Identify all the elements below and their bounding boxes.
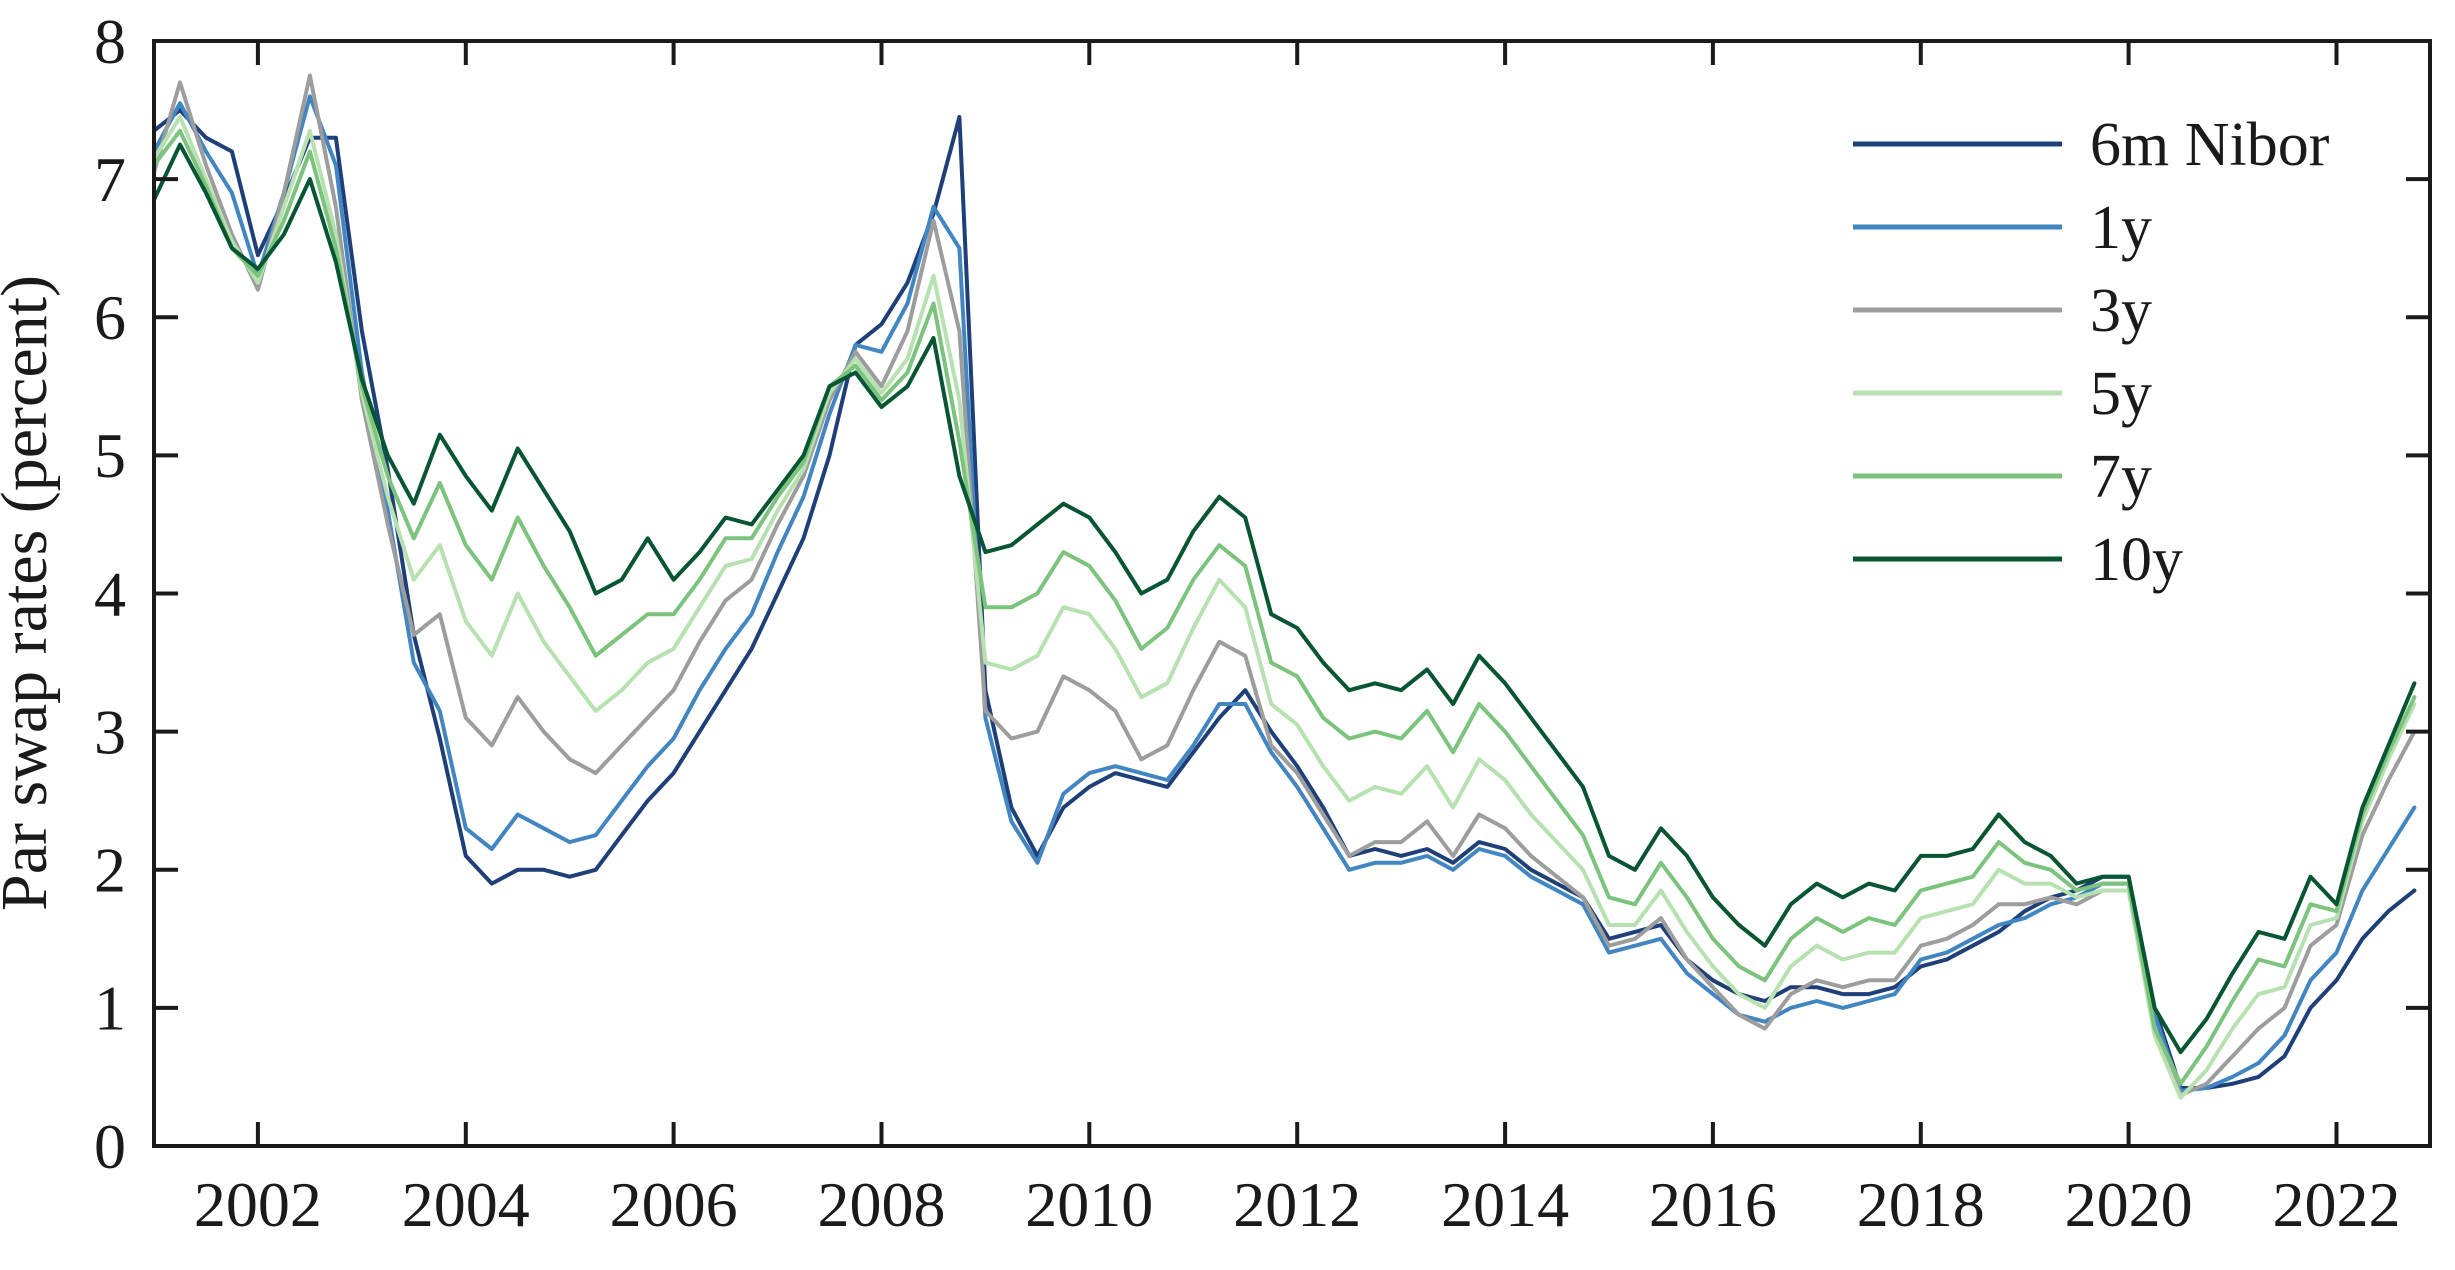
legend-label-7y: 7y	[2090, 443, 2152, 511]
x-tick-label: 2022	[2273, 1169, 2401, 1240]
y-tick-label: 6	[94, 282, 126, 353]
x-tick-label: 2008	[818, 1169, 946, 1240]
y-tick-label: 4	[94, 558, 126, 629]
x-tick-label: 2002	[194, 1169, 322, 1240]
x-tick-label: 2014	[1441, 1169, 1569, 1240]
y-tick-label: 8	[94, 6, 126, 77]
legend-label-10y: 10y	[2090, 526, 2183, 594]
y-tick-label: 3	[94, 696, 126, 767]
y-tick-label: 5	[94, 420, 126, 491]
y-tick-label: 1	[94, 973, 126, 1044]
series-line-3y	[152, 73, 2417, 1097]
plot-box	[152, 39, 2432, 1148]
x-tick-label: 2020	[2065, 1169, 2193, 1240]
legend-label-6m-nibor: 6m Nibor	[2090, 111, 2330, 179]
y-tick-label: 2	[94, 835, 126, 906]
y-tick-label: 7	[94, 144, 126, 215]
axes	[152, 39, 2432, 1148]
x-tick-label: 2006	[610, 1169, 738, 1240]
y-axis-label: Par swap rates (percent)	[0, 275, 61, 911]
series-line-5y	[152, 115, 2417, 1100]
y-tick-label: 0	[94, 1111, 126, 1182]
legend-label-1y: 1y	[2090, 194, 2152, 262]
series-lines	[152, 73, 2417, 1100]
series-line-10y	[152, 142, 2417, 1055]
x-tick-label: 2010	[1025, 1169, 1153, 1240]
x-tick-label: 2016	[1649, 1169, 1777, 1240]
legend-label-5y: 5y	[2090, 360, 2152, 428]
series-line-7y	[152, 128, 2417, 1086]
series-line-1y	[152, 94, 2417, 1093]
x-tick-label: 2012	[1233, 1169, 1361, 1240]
x-tick-label: 2018	[1857, 1169, 1985, 1240]
legend-label-3y: 3y	[2090, 277, 2152, 345]
tick-labels: 2002 2004 2006 2008 2010 2012 2014 2016 2018 2020…	[94, 6, 2401, 1240]
series-line-6m-nibor	[152, 108, 2417, 1090]
legend: 6m Nibor 1y 3y 5y 7y 10y	[1853, 111, 2330, 594]
x-tick-label: 2004	[402, 1169, 530, 1240]
